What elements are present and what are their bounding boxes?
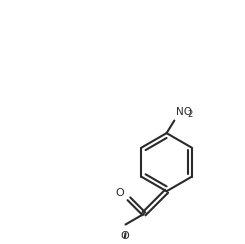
Text: NO: NO	[176, 107, 192, 117]
Text: 2: 2	[187, 110, 193, 119]
Text: O: O	[120, 231, 129, 241]
Text: O: O	[115, 188, 124, 198]
